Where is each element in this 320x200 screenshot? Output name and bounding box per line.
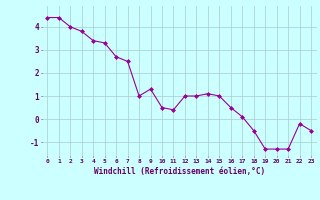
X-axis label: Windchill (Refroidissement éolien,°C): Windchill (Refroidissement éolien,°C): [94, 167, 265, 176]
